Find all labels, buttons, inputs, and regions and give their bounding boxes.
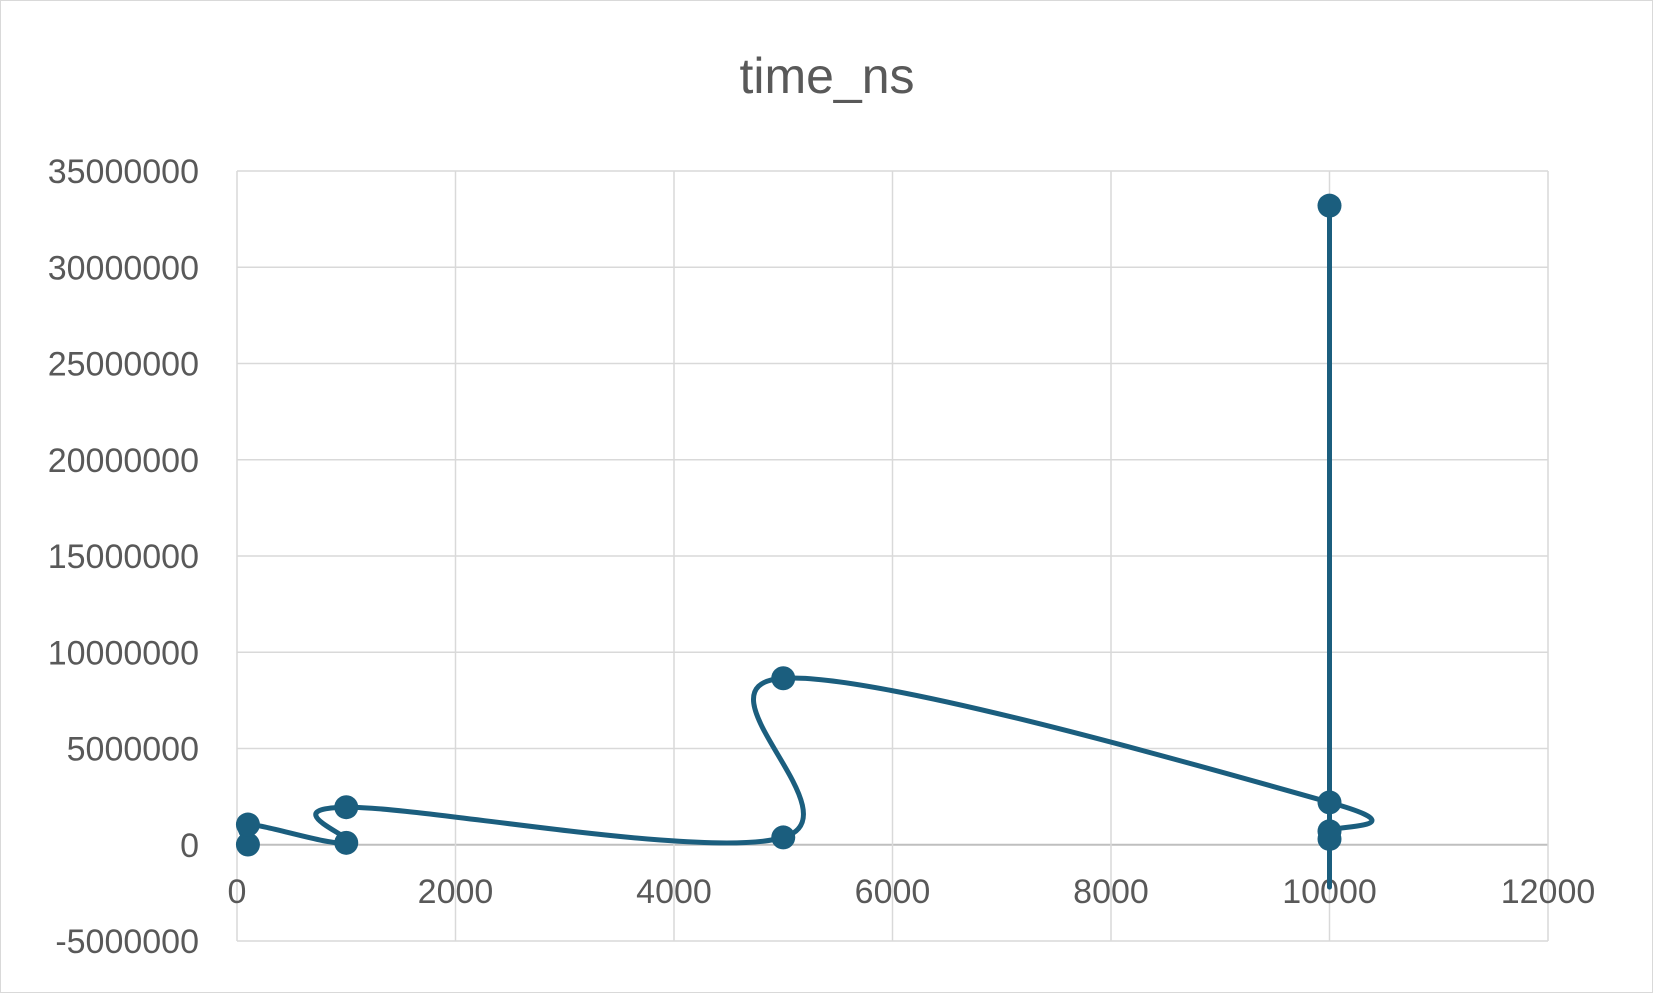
series-time-ns <box>235 193 1375 890</box>
chart-title: time_ns <box>739 48 914 104</box>
x-tick-label: 6000 <box>855 873 931 911</box>
data-point <box>235 832 260 857</box>
data-point <box>771 825 796 850</box>
data-point <box>1317 193 1342 218</box>
x-tick-label: 0 <box>228 873 247 911</box>
data-point <box>1317 790 1342 815</box>
data-point <box>235 812 260 837</box>
data-point <box>771 666 796 691</box>
y-tick-label: 0 <box>180 827 199 865</box>
y-tick-label: 5000000 <box>67 731 199 769</box>
y-tick-label: 35000000 <box>48 153 199 191</box>
data-point <box>334 795 359 820</box>
y-tick-label: 20000000 <box>48 442 199 480</box>
axes: -5000000 0 5000000 10000000 15000000 20000000… <box>48 153 1596 961</box>
x-tick-label: 2000 <box>418 873 494 911</box>
data-point <box>1317 826 1342 851</box>
gridlines <box>236 170 1549 942</box>
x-tick-label: 12000 <box>1501 873 1596 911</box>
y-tick-label: 25000000 <box>48 346 199 384</box>
series-line <box>237 203 1375 890</box>
x-tick-label: 4000 <box>636 873 712 911</box>
x-tick-label: 8000 <box>1073 873 1149 911</box>
y-tick-label: 15000000 <box>48 538 199 576</box>
y-tick-label: 30000000 <box>48 249 199 287</box>
data-point <box>334 830 359 855</box>
y-tick-label: -5000000 <box>55 923 199 961</box>
y-tick-label: 10000000 <box>48 634 199 672</box>
